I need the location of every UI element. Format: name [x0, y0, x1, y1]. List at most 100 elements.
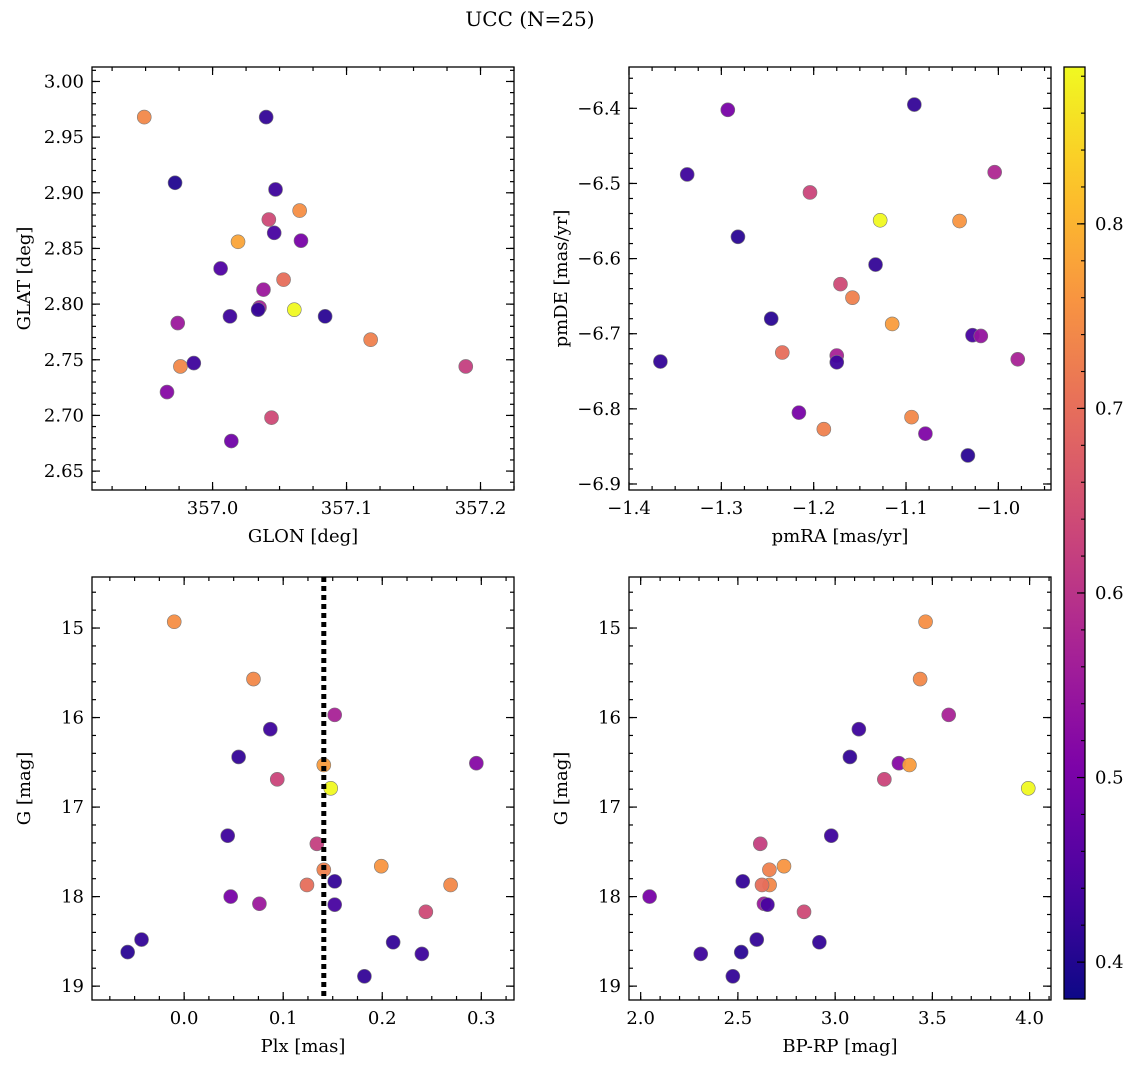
- colorbar-frame: [1063, 66, 1086, 1000]
- colorbar-tick-label: 0.4: [1095, 952, 1124, 973]
- data-point: [754, 877, 770, 893]
- data-point: [725, 968, 741, 984]
- data-point: [286, 302, 302, 317]
- data-point: [222, 309, 238, 324]
- y-tick-label: −6.7: [577, 324, 621, 345]
- data-point: [823, 828, 839, 844]
- data-point: [167, 175, 183, 191]
- data-point: [292, 203, 307, 218]
- data-point: [327, 874, 342, 889]
- colorbar-tick-label: 0.8: [1095, 214, 1124, 235]
- data-point: [796, 904, 812, 920]
- data-point: [776, 858, 792, 874]
- y-tick-label: −6.9: [577, 474, 621, 495]
- data-point: [877, 772, 892, 787]
- data-point: [264, 410, 279, 425]
- data-point: [851, 721, 867, 737]
- data-point: [812, 934, 827, 950]
- data-point: [679, 167, 695, 182]
- x-tick-label: −1.0: [977, 498, 1021, 519]
- data-point: [642, 889, 657, 904]
- data-point: [833, 276, 848, 292]
- x-tick-label: 2.0: [626, 1008, 655, 1029]
- y-tick-label: 17: [61, 797, 84, 818]
- y-tick-label: 2.75: [44, 350, 84, 371]
- y-axis-label: G [mag]: [14, 752, 35, 825]
- data-point: [960, 448, 976, 463]
- x-tick-label: 357.2: [455, 498, 507, 519]
- data-point: [902, 757, 917, 773]
- data-point: [231, 749, 246, 765]
- data-point: [263, 721, 278, 737]
- data-point: [749, 932, 765, 947]
- data-point: [327, 707, 342, 723]
- y-tick-label: 16: [61, 708, 84, 729]
- y-tick-label: −6.6: [577, 249, 621, 270]
- y-tick-label: 3.00: [44, 71, 84, 92]
- x-tick-label: 3.0: [821, 1008, 850, 1029]
- data-point: [458, 359, 474, 374]
- data-point: [941, 707, 957, 723]
- y-tick-label: 19: [61, 976, 84, 997]
- data-point: [258, 109, 274, 125]
- data-point: [693, 946, 709, 962]
- y-tick-label: −6.8: [577, 399, 621, 420]
- y-tick-label: 19: [598, 976, 621, 997]
- plot-frame: [91, 66, 515, 491]
- x-tick-label: −1.2: [792, 498, 836, 519]
- x-tick-label: 357.1: [321, 498, 373, 519]
- x-tick-label: 3.5: [918, 1008, 947, 1029]
- data-point: [136, 109, 152, 125]
- data-point: [829, 354, 845, 370]
- data-point: [418, 904, 434, 920]
- data-point: [269, 772, 285, 787]
- data-point: [842, 749, 858, 765]
- data-point: [904, 409, 919, 425]
- data-point: [159, 384, 175, 400]
- y-tick-label: 15: [598, 618, 621, 639]
- data-point: [735, 874, 751, 889]
- x-tick-label: −1.3: [699, 498, 743, 519]
- data-point: [752, 836, 768, 852]
- x-tick-label: 4.0: [1015, 1008, 1044, 1029]
- data-point: [373, 858, 389, 874]
- y-tick-label: −6.4: [577, 98, 621, 119]
- data-point: [261, 212, 277, 227]
- x-tick-label: 0.2: [368, 1008, 397, 1029]
- y-axis-label: G [mag]: [551, 752, 572, 825]
- data-point: [653, 354, 668, 369]
- data-point: [357, 968, 372, 984]
- data-point: [317, 309, 333, 324]
- data-point: [868, 257, 883, 272]
- data-point: [912, 671, 928, 687]
- x-axis-label: Plx [mas]: [261, 1036, 346, 1057]
- plot-frame: [628, 576, 1052, 1001]
- colorbar-tick-label: 0.5: [1095, 768, 1124, 789]
- x-axis-label: BP-RP [mag]: [782, 1036, 897, 1057]
- data-point: [802, 185, 818, 200]
- data-point: [791, 405, 807, 420]
- data-point: [327, 897, 342, 912]
- colorbar: 0.4 0.5 0.6 0.7 0.8: [1063, 66, 1124, 1000]
- x-tick-label: 0.1: [269, 1008, 298, 1029]
- data-point: [170, 315, 186, 331]
- y-tick-label: 2.85: [44, 238, 84, 259]
- x-tick-label: 0.3: [467, 1008, 496, 1029]
- data-point: [363, 332, 378, 348]
- colorbar-tick-label: 0.6: [1095, 583, 1124, 604]
- data-point: [884, 316, 900, 332]
- y-tick-label: 2.90: [44, 183, 84, 204]
- y-tick-label: −6.5: [577, 173, 621, 194]
- data-point: [762, 862, 777, 878]
- data-point: [220, 828, 236, 844]
- panel-glon-glat: 357.0 357.1 357.2 2.65 2.70 2.75 2.80 2.85 2.90 2…: [14, 66, 515, 547]
- y-tick-label: 2.70: [44, 405, 84, 426]
- x-tick-label: 357.0: [187, 498, 239, 519]
- data-point: [872, 212, 888, 228]
- data-point: [268, 182, 283, 197]
- plot-frame: [628, 66, 1052, 491]
- y-tick-label: 2.95: [44, 127, 84, 148]
- data-point: [733, 944, 749, 960]
- data-point: [987, 164, 1002, 180]
